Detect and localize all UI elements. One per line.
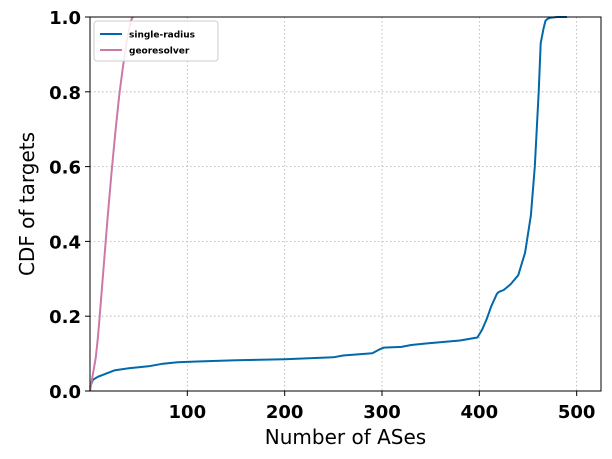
series-lines [89, 16, 567, 392]
x-tick-label: 400 [461, 402, 499, 423]
x-axis-label: Number of ASes [265, 425, 426, 449]
y-tick-label: 0.2 [49, 307, 81, 328]
series-line-single-radius [89, 16, 567, 388]
y-tick-label: 0.6 [49, 158, 81, 179]
series-line-georesolver [89, 16, 134, 392]
axis-ticks: 100 200 300 400 500 0.0 0.2 0.4 0.6 0.8 1.0 [49, 8, 595, 423]
x-tick-label: 200 [266, 402, 304, 423]
y-tick-label: 1.0 [49, 8, 81, 29]
y-tick-label: 0.8 [49, 83, 81, 104]
x-tick-label: 500 [558, 402, 596, 423]
grid-lines [90, 16, 601, 392]
plot-frame [89, 16, 602, 392]
legend: single-radius georesolver [93, 20, 219, 62]
legend-label: single-radius [129, 31, 195, 41]
legend-box [93, 20, 219, 62]
y-tick-label: 0.4 [49, 232, 81, 253]
legend-label: georesolver [129, 47, 190, 57]
x-tick-label: 100 [169, 402, 207, 423]
x-tick-label: 300 [363, 402, 401, 423]
y-tick-label: 0.0 [49, 382, 81, 403]
y-axis-label: CDF of targets [15, 132, 39, 276]
